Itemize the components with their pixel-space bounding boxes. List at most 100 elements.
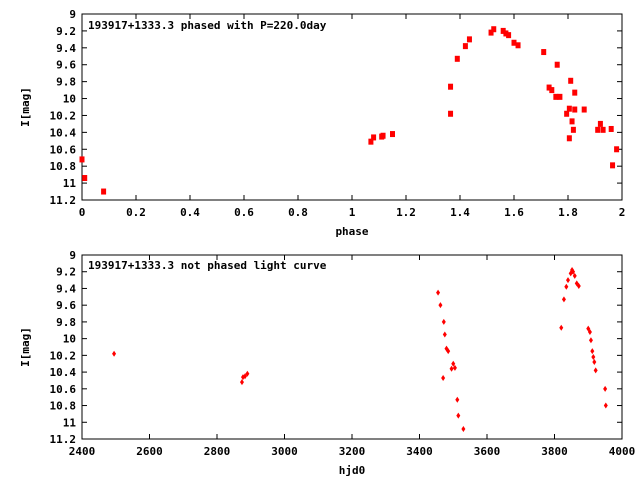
data-point — [554, 61, 560, 68]
data-point — [380, 132, 386, 139]
unphased-chart-title: 193917+1333.3 not phased light curve — [88, 259, 327, 272]
phased-y-tick-label: 9 — [69, 8, 76, 21]
data-point — [569, 118, 575, 125]
phased-x-tick-label: 0.6 — [234, 206, 254, 219]
data-point — [587, 328, 592, 335]
data-point — [571, 268, 576, 275]
phased-x-tick-label: 2 — [619, 206, 626, 219]
data-point — [82, 175, 88, 182]
data-point — [608, 125, 614, 132]
phased-y-tick-label: 9.2 — [56, 25, 76, 38]
data-point — [566, 105, 572, 112]
unphased-chart-points — [112, 267, 608, 432]
data-point — [112, 350, 117, 357]
phased-x-tick-label: 0 — [79, 206, 86, 219]
data-point — [371, 134, 377, 141]
data-point — [593, 367, 598, 374]
phased-y-tick-label: 10.2 — [50, 109, 77, 122]
data-point — [511, 39, 517, 46]
unphased-y-tick-label: 10.4 — [50, 366, 77, 379]
data-point — [597, 120, 603, 127]
data-point — [451, 360, 456, 367]
data-point — [390, 131, 395, 138]
unphased-chart-panel: 2400 2600 2800 3000 3200 3400 3600 3800 4000 9 9.2… — [19, 249, 635, 477]
data-point — [442, 331, 447, 338]
data-point — [448, 110, 454, 117]
phased-y-tick-label: 9.6 — [56, 59, 76, 72]
data-point — [446, 348, 451, 355]
phased-y-tick-label: 11.2 — [50, 194, 77, 207]
unphased-chart-y-axis-title: I[mag] — [19, 327, 32, 367]
data-point — [591, 354, 596, 361]
unphased-y-tick-label: 9.8 — [56, 316, 76, 329]
unphased-y-tick-label: 10.2 — [50, 349, 77, 362]
data-point — [568, 77, 574, 84]
data-point — [503, 30, 509, 37]
unphased-chart-ticks: 2400 2600 2800 3000 3200 3400 3600 3800 4000 9 9.2… — [50, 249, 636, 458]
data-point — [461, 425, 466, 432]
data-point — [610, 162, 616, 169]
phased-x-tick-label: 0.8 — [288, 206, 308, 219]
data-point — [449, 365, 454, 372]
phased-x-tick-label: 1.8 — [558, 206, 578, 219]
data-point — [456, 412, 461, 419]
data-point — [570, 126, 576, 133]
data-point — [438, 302, 443, 309]
phased-x-tick-label: 1.4 — [450, 206, 470, 219]
data-point — [488, 29, 494, 36]
data-point — [466, 36, 472, 43]
phased-y-tick-label: 10.6 — [50, 143, 77, 156]
unphased-chart-x-axis-title: hjd0 — [339, 464, 366, 477]
data-point — [515, 42, 521, 49]
data-point — [561, 296, 566, 303]
phased-x-tick-label: 1 — [349, 206, 356, 219]
unphased-x-tick-label: 2600 — [136, 445, 163, 458]
data-point — [572, 89, 578, 96]
phased-y-tick-label: 10.8 — [50, 160, 77, 173]
data-point — [566, 277, 570, 284]
unphased-x-tick-label: 3400 — [406, 445, 433, 458]
data-point — [541, 49, 547, 56]
data-point — [595, 126, 601, 133]
data-point — [245, 370, 250, 377]
data-point — [243, 373, 248, 380]
unphased-x-tick-label: 2800 — [204, 445, 231, 458]
data-point — [462, 43, 468, 50]
phased-x-tick-label: 1.2 — [396, 206, 416, 219]
unphased-y-tick-label: 10.6 — [50, 383, 77, 396]
data-point — [564, 110, 570, 117]
unphased-y-tick-label: 9.2 — [56, 266, 76, 279]
unphased-y-tick-label: 11 — [63, 416, 77, 429]
data-point — [581, 106, 587, 113]
data-point — [576, 282, 581, 289]
unphased-y-tick-label: 11.2 — [50, 433, 77, 446]
data-point — [566, 135, 572, 142]
data-point — [436, 289, 441, 296]
phased-chart-y-axis-title: I[mag] — [19, 87, 32, 127]
unphased-y-tick-label: 10 — [63, 333, 76, 346]
phased-chart-x-axis-title: phase — [335, 225, 368, 238]
phased-x-tick-label: 0.2 — [126, 206, 146, 219]
phased-y-tick-label: 11 — [63, 177, 77, 190]
data-point — [101, 188, 107, 195]
data-point — [553, 93, 559, 100]
data-point — [564, 283, 569, 290]
unphased-x-tick-label: 3000 — [271, 445, 298, 458]
phased-chart-points — [79, 26, 620, 195]
phased-chart-ticks: 0 0.2 0.4 0.6 0.8 1 1.2 1.4 1.6 1.8 299.29.49.69.8… — [50, 8, 626, 219]
data-point — [79, 156, 85, 163]
data-point — [506, 32, 512, 39]
data-point — [500, 27, 506, 34]
data-point — [368, 138, 374, 145]
data-point — [452, 364, 457, 371]
data-point — [572, 106, 578, 113]
data-point — [590, 348, 595, 355]
data-point — [239, 379, 244, 386]
phased-chart-title: 193917+1333.3 phased with P=220.0day — [88, 19, 327, 32]
unphased-y-tick-label: 9.6 — [56, 299, 76, 312]
data-point — [557, 93, 563, 100]
unphased-x-tick-label: 3800 — [541, 445, 568, 458]
data-point — [454, 55, 460, 62]
